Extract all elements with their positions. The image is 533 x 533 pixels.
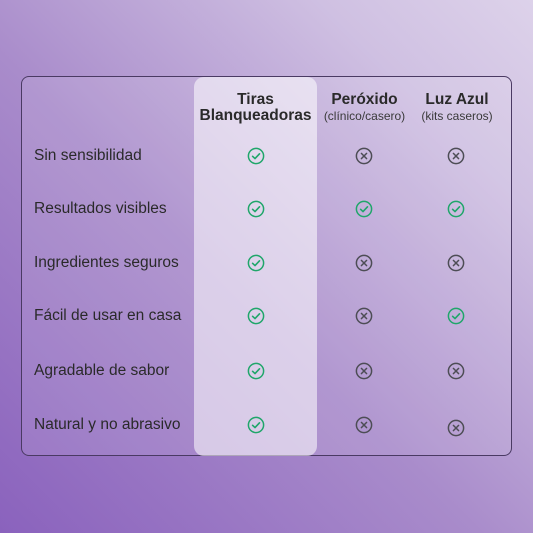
row-label: Natural y no abrasivo xyxy=(34,416,181,433)
column-subtitle: (kits caseros) xyxy=(421,109,493,124)
check-icon xyxy=(247,147,265,165)
check-icon xyxy=(247,200,265,218)
column-title: Luz Azul xyxy=(425,91,489,108)
column-header-luz-azul: Luz Azul (kits caseros) xyxy=(412,91,502,124)
check-icon xyxy=(247,254,265,272)
column-header-peroxido: Peróxido (clínico/casero) xyxy=(317,91,412,124)
check-icon xyxy=(355,200,373,218)
cross-icon xyxy=(355,307,373,325)
check-icon xyxy=(247,416,265,434)
column-header-tiras: Tiras Blanqueadoras xyxy=(194,91,317,125)
cross-icon xyxy=(447,419,465,437)
column-title: Peróxido xyxy=(331,91,398,108)
row-label: Agradable de sabor xyxy=(34,362,170,379)
cross-icon xyxy=(355,416,373,434)
cross-icon xyxy=(355,362,373,380)
row-label: Sin sensibilidad xyxy=(34,147,142,164)
cross-icon xyxy=(355,147,373,165)
column-subtitle: (clínico/casero) xyxy=(323,109,406,124)
row-label: Resultados visibles xyxy=(34,200,167,217)
cross-icon xyxy=(447,254,465,272)
cross-icon xyxy=(355,254,373,272)
column-title: Blanqueadoras xyxy=(199,107,312,125)
check-icon xyxy=(247,362,265,380)
cross-icon xyxy=(447,362,465,380)
highlighted-column xyxy=(194,77,317,456)
check-icon xyxy=(247,307,265,325)
cross-icon xyxy=(447,147,465,165)
row-label: Ingredientes seguros xyxy=(34,254,179,271)
check-icon xyxy=(447,307,465,325)
column-title: Tiras xyxy=(237,91,274,108)
check-icon xyxy=(447,200,465,218)
row-label: Fácil de usar en casa xyxy=(34,307,182,324)
